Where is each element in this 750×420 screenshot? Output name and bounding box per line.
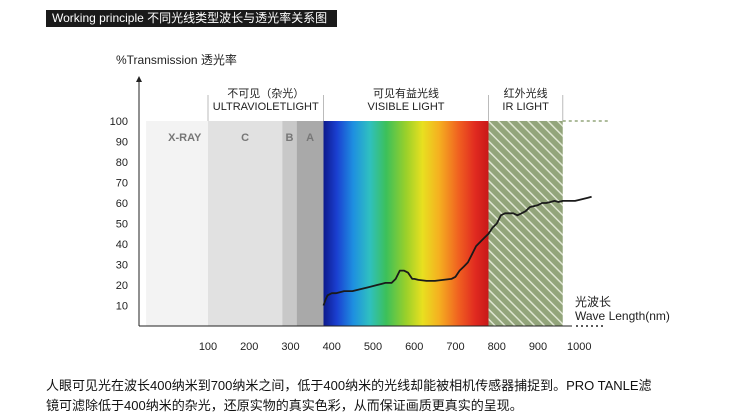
transmission-chart: X-RAY C B A 不可见（杂光）ULTRAVIOLETLIGHT 可见有益光线VIS… [110, 52, 670, 353]
uv-band-label-3: A [306, 132, 314, 144]
uv-band-label-1: C [241, 132, 249, 144]
x-tick-label-2: 300 [281, 341, 299, 353]
y-tick-label-4: 50 [116, 219, 128, 231]
x-axis-title-en: Wave Length(nm) [575, 309, 670, 323]
y-tick-label-0: 10 [116, 301, 128, 313]
uv-band-0 [146, 121, 208, 326]
description-caption: 人眼可见光在波长400纳米到700纳米之间，低于400纳米的光线却能被相机传感器… [46, 376, 736, 416]
x-axis-title-cn: 光波长 [575, 295, 611, 309]
region-label-cn-0: 不可见（杂光） [227, 86, 304, 100]
y-axis-arrow [136, 76, 142, 82]
x-tick-label-1: 200 [240, 341, 258, 353]
uv-band-1 [208, 121, 283, 326]
caption-line-2: 镜可滤除低于400纳米的杂光，还原实物的真实色彩，从而保证画质更真实的呈现。 [46, 398, 523, 413]
y-tick-label-1: 20 [116, 280, 128, 292]
ir-hatched-band [488, 121, 563, 326]
uv-band-2 [282, 121, 297, 326]
x-tick-label-7: 800 [488, 341, 506, 353]
x-tick-label-0: 100 [199, 341, 217, 353]
uv-band-label-2: B [285, 132, 293, 144]
x-tick-label-4: 500 [364, 341, 382, 353]
uv-band-label-0: X-RAY [168, 132, 202, 144]
caption-line-1: 人眼可见光在波长400纳米到700纳米之间，低于400纳米的光线却能被相机传感器… [46, 378, 652, 393]
x-tick-label-8: 900 [529, 341, 547, 353]
y-tick-label-2: 30 [116, 260, 128, 272]
x-tick-label-5: 600 [405, 341, 423, 353]
y-tick-label-7: 80 [116, 157, 128, 169]
y-tick-label-8: 90 [116, 137, 128, 149]
region-label-en-1: VISIBLE LIGHT [367, 101, 444, 113]
region-label-cn-1: 可见有益光线 [373, 86, 439, 100]
y-tick-label-9: 100 [110, 116, 128, 128]
x-tick-label-6: 700 [446, 341, 464, 353]
y-tick-label-3: 40 [116, 239, 128, 251]
y-tick-label-5: 60 [116, 198, 128, 210]
region-label-en-2: IR LIGHT [502, 101, 549, 113]
region-label-cn-2: 红外光线 [504, 86, 548, 100]
y-axis-title: %Transmission 透光率 [116, 52, 237, 67]
region-label-en-0: ULTRAVIOLETLIGHT [213, 101, 319, 113]
x-tick-label-9: 1000 [567, 341, 591, 353]
uv-band-3 [296, 121, 324, 326]
visible-spectrum-band [323, 121, 489, 326]
x-tick-label-3: 400 [323, 341, 341, 353]
page-title: Working principle 不同光线类型波长与透光率关系图 [46, 10, 337, 27]
transmission-curve-0 [322, 195, 592, 306]
y-tick-label-6: 70 [116, 178, 128, 190]
